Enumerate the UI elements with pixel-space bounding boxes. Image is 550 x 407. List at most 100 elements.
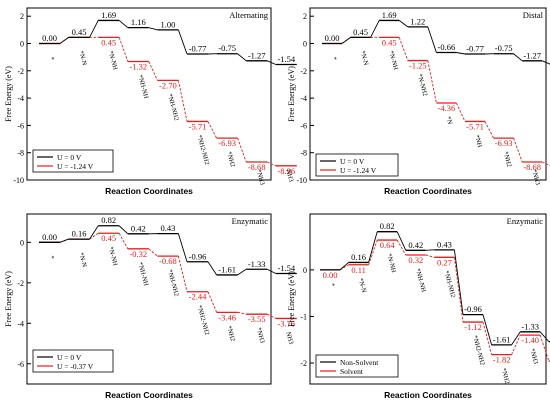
legend: U = 0 VU = -0.37 V [32, 349, 114, 373]
energy-value-label: -6.93 [218, 138, 236, 148]
legend-box [315, 153, 399, 177]
energy-value-label: 1.69 [382, 10, 397, 20]
panel-corner-label: Enzymatic [507, 216, 544, 226]
legend: U = 0 VU = -1.24 V [315, 153, 399, 177]
chart-panel-3: -6 -4 -2 0 Free Energy (eV) Reaction Coordina… [4, 213, 297, 400]
intermediate-label: NH3 [284, 331, 294, 345]
y-tick-label: -2 [17, 67, 24, 76]
intermediate-label: *N-NH2 [416, 73, 429, 97]
x-axis-label: Reaction Coordinates [384, 186, 472, 196]
energy-connector [396, 239, 407, 256]
energy-connector [207, 261, 217, 276]
energy-connector [118, 233, 129, 250]
energy-connector [513, 53, 523, 62]
energy-value-label: -8.96 [277, 166, 295, 176]
energy-value-label: 1.16 [131, 17, 146, 27]
energy-value-label: 1.00 [160, 19, 175, 29]
energy-connector [427, 60, 437, 104]
energy-connector [59, 238, 69, 243]
series-primary: 0.00 0.16 0.82 0.42 0.43 -0.96 -1.61 -1.33 -1.54 [39, 215, 297, 276]
y-tick-label: 2 [20, 12, 24, 21]
intermediate-label: *NH2-NH2 [471, 335, 486, 366]
energy-value-label: 0.11 [351, 265, 366, 275]
energy-value-label: -0.66 [438, 42, 456, 52]
energy-value-label: -1.82 [493, 355, 511, 365]
chart-panel-4: -2 -1 0 Free Energy (eV) Reaction Coordinate… [287, 213, 550, 400]
energy-connector [148, 27, 158, 31]
intermediate-label: NH3 [284, 169, 294, 183]
y-axis-label: Free Energy (eV) [287, 271, 296, 327]
intermediate-label: *NH3 [255, 327, 266, 344]
energy-connector [456, 52, 466, 55]
chart-panel-1: -10 -8 -6 -4 -2 0 2 Free Energy (eV) Reaction Co… [4, 7, 297, 196]
y-tick-label: -2 [300, 359, 307, 368]
energy-value-label: -6.93 [495, 138, 513, 148]
plot-frame [309, 213, 547, 385]
y-tick-label: -1 [300, 312, 307, 321]
intermediate-label: * [48, 56, 56, 61]
energy-value-label: -8.68 [248, 162, 266, 172]
plot-frame [309, 7, 547, 181]
energy-value-label: 0.42 [408, 240, 423, 250]
intermediate-label: *N-NH [107, 50, 119, 71]
energy-connector [267, 161, 276, 167]
y-tick-label: -6 [300, 121, 307, 130]
y-tick-label: -10 [13, 176, 24, 185]
energy-value-label: -1.12 [464, 322, 482, 332]
energy-connector [177, 233, 188, 262]
energy-connector [207, 291, 218, 313]
y-tick-label: -4 [300, 94, 307, 103]
energy-connector [368, 239, 378, 265]
x-axis-label: Reaction Coordinates [105, 390, 193, 400]
y-axis-label: Free Energy (eV) [4, 66, 13, 122]
energy-value-label: -1.27 [523, 50, 541, 60]
intermediate-label: * [328, 283, 336, 288]
y-tick-label: -10 [296, 176, 307, 185]
legend-entry: U = 0 V [57, 353, 82, 362]
energy-value-label: -0.68 [159, 256, 177, 266]
energy-value-label: -0.96 [189, 251, 207, 261]
y-axis-label: Free Energy (eV) [287, 66, 296, 122]
energy-value-label: 0.00 [325, 33, 340, 43]
y-tick-label: -2 [300, 67, 307, 76]
energy-connector [455, 102, 466, 122]
intermediate-label: *NH-NH [136, 262, 149, 287]
energy-connector [339, 262, 349, 271]
intermediate-label: *NH-NH2 [166, 269, 180, 297]
panel-corner-label: Alternating [229, 10, 268, 20]
y-tick-label: -4 [17, 94, 24, 103]
energy-value-label: -3.46 [218, 312, 236, 322]
intermediate-label: *NH3 [530, 169, 541, 186]
energy-value-label: -5.71 [189, 121, 207, 131]
series-primary: 0.00 0.45 1.69 1.16 1.00 -0.77 -0.75 -1.27 -1.54 [39, 10, 297, 66]
y-tick-label: 0 [20, 39, 24, 48]
energy-connector [513, 137, 523, 163]
legend-entry: Non-Solvent [340, 358, 379, 367]
intermediate-label: *NH-NH2 [442, 270, 456, 298]
energy-connector [237, 311, 247, 315]
intermediate-label: *NH [473, 134, 483, 148]
energy-value-label: 0.43 [437, 239, 452, 249]
legend-box [315, 354, 399, 378]
y-tick-label: -6 [17, 360, 24, 369]
intermediate-label: * [48, 255, 56, 260]
energy-value-label: 0.16 [72, 229, 87, 239]
energy-value-label: -1.61 [218, 264, 236, 274]
energy-value-label: 0.45 [101, 37, 116, 47]
energy-value-label: 0.82 [101, 215, 116, 225]
energy-connector [482, 314, 493, 345]
intermediate-label: *N-N [359, 50, 370, 66]
energy-value-label: -0.96 [464, 304, 482, 314]
panel-corner-label: Enzymatic [232, 216, 269, 226]
energy-connector [118, 225, 129, 235]
intermediate-label: *NH2 [225, 151, 236, 168]
energy-value-label: -0.77 [466, 44, 484, 54]
energy-value-label: 0.32 [408, 255, 423, 265]
energy-connector [396, 231, 407, 251]
energy-connector [267, 60, 276, 65]
energy-value-label: -1.61 [493, 334, 511, 344]
energy-value-label: -4.36 [438, 103, 456, 113]
energy-connector [511, 331, 521, 346]
energy-value-label: -1.27 [248, 50, 266, 60]
panel-corner-label: Distal [523, 10, 544, 20]
